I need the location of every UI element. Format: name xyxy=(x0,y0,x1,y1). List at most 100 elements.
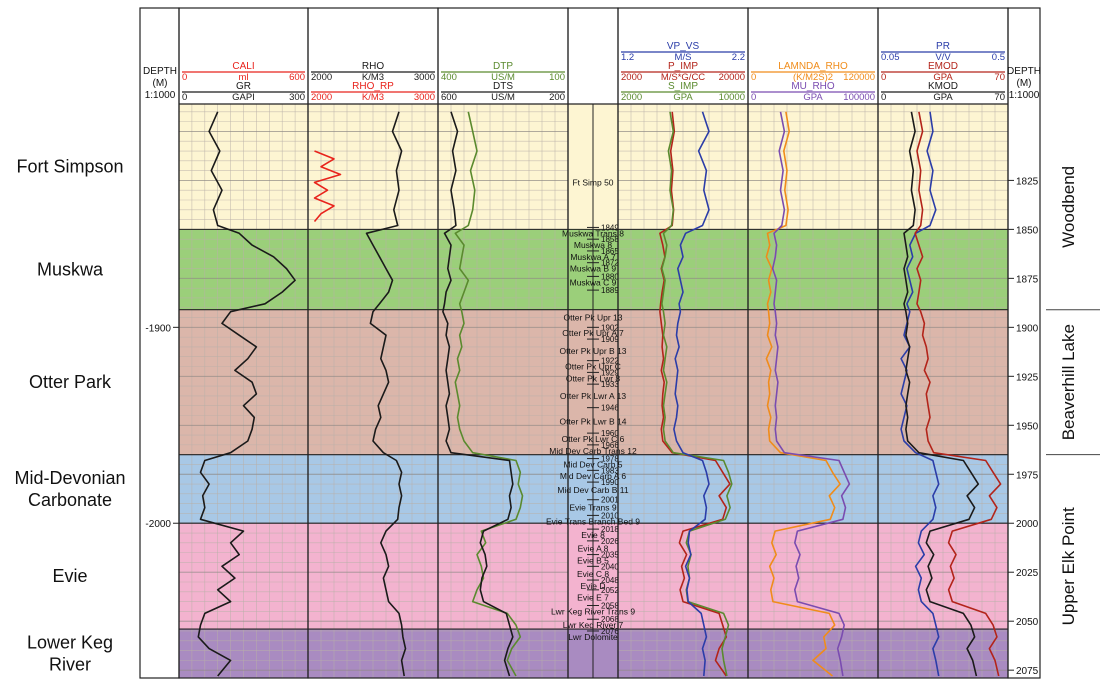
scale-unit: ml xyxy=(238,72,248,83)
scale-unit: GPA xyxy=(933,92,953,103)
scale-max: 100 xyxy=(549,72,565,83)
marker-depth-label: 2076 xyxy=(601,627,619,636)
marker-depth-label: 1889 xyxy=(601,286,619,295)
marker-label: Evie B 5 xyxy=(577,555,609,565)
scale-max: 600 xyxy=(289,72,305,83)
scale-max: 70 xyxy=(994,92,1005,103)
formation-label: Fort Simpson xyxy=(16,157,123,177)
marker-label: Otter Pk Lwr C 6 xyxy=(562,434,625,444)
formation-labels: Fort Simpson Muskwa Otter Park Mid-Devonian… xyxy=(14,157,1100,675)
formation-label-line: Otter Park xyxy=(29,372,112,392)
depth-unit: (M) xyxy=(1017,78,1032,89)
formation-label-line: Carbonate xyxy=(28,490,112,510)
scale-max: 3000 xyxy=(414,92,435,103)
curve-name: PR xyxy=(936,41,950,52)
scale-unit: GPA xyxy=(673,92,693,103)
marker-depth-label: 1902 xyxy=(601,323,619,332)
group-label: Beaverhill Lake xyxy=(1059,324,1078,440)
depth-tick-label: 2000 xyxy=(1016,519,1039,530)
curve-rho xyxy=(365,111,407,677)
scale-unit: GAPI xyxy=(232,92,255,103)
marker-depth-label: 1858 xyxy=(601,235,619,244)
curve-name: MU_RHO xyxy=(791,81,835,92)
depth-header: DEPTH xyxy=(1007,66,1041,77)
marker-label: Mid Dev Carb A 6 xyxy=(560,471,626,481)
track-frame xyxy=(139,7,1041,679)
marker-label: Otter Pk Lwr 8 xyxy=(566,373,621,383)
scale-min: 400 xyxy=(441,72,457,83)
formation-label-line: Fort Simpson xyxy=(16,157,123,177)
scale-unit: GPA xyxy=(803,92,823,103)
scale-unit: V/V xyxy=(935,52,951,63)
curve-rho-rp xyxy=(313,150,342,223)
curve-name: RHO xyxy=(362,61,384,72)
marker-depth-label: 2026 xyxy=(601,537,619,546)
marker-depth-label: 2035 xyxy=(601,551,619,560)
formation-label: Mid-Devonian Carbonate xyxy=(14,468,125,510)
marker-label: Otter Px Upr C xyxy=(565,362,621,372)
marker-depth-label: 1990 xyxy=(601,478,619,487)
depth-scale: 1:1000 xyxy=(1009,90,1040,101)
scale-min: 0 xyxy=(751,72,756,83)
marker-depth-label: 1983 xyxy=(601,466,619,475)
scale-min: 0 xyxy=(881,72,886,83)
group-label: Upper Elk Point xyxy=(1059,507,1078,625)
marker-label: Lwr Keg River 7 xyxy=(563,620,624,630)
scale-min: 2000 xyxy=(621,92,642,103)
depth-scale: 1:1000 xyxy=(145,90,176,101)
marker-depth-label: 1922 xyxy=(601,357,619,366)
formation-label-line: River xyxy=(49,655,91,675)
marker-label: Otter Pk Upr 13 xyxy=(563,313,622,323)
curve-name: RHO_RP xyxy=(352,81,394,92)
scale-unit: M/S xyxy=(675,52,692,63)
marker-label: Otter Pk Lwr A 13 xyxy=(560,391,626,401)
depth-tick-label: 2075 xyxy=(1016,666,1039,677)
curve-p-imp xyxy=(659,111,731,677)
curve-mu-rho xyxy=(771,111,851,677)
depth-unit: (M) xyxy=(153,78,168,89)
scale-max: 70 xyxy=(994,72,1005,83)
marker-label: Evie 8 xyxy=(581,530,605,540)
depth-tick-label: 1950 xyxy=(1016,421,1039,432)
scale-min: 600 xyxy=(441,92,457,103)
curve-name: GR xyxy=(236,81,251,92)
marker-label: Muskwa Trans 8 xyxy=(562,228,624,238)
marker-depth-label: 1929 xyxy=(601,368,619,377)
marker-depth-label: 1978 xyxy=(601,455,619,464)
marker-depth-label: 2001 xyxy=(601,496,619,505)
formation-label: Otter Park xyxy=(29,372,112,392)
curve-name: VP_VS xyxy=(667,41,700,52)
marker-depth-label: 2010 xyxy=(601,511,619,520)
depth-tick-label: 1975 xyxy=(1016,470,1039,481)
group-label: Woodbend xyxy=(1059,166,1078,248)
curve-name: CALI xyxy=(232,61,254,72)
marker-label: Muskwa C 9 xyxy=(570,277,617,287)
scale-unit: US/M xyxy=(491,92,515,103)
formation-label: Lower Keg River xyxy=(27,633,113,675)
scale-max: 200 xyxy=(549,92,565,103)
curve-dts xyxy=(442,111,514,677)
scale-max: 120000 xyxy=(843,72,875,83)
scale-min: 0 xyxy=(182,92,187,103)
marker-depth-label: 2068 xyxy=(601,615,619,624)
marker-depth-label: 2040 xyxy=(601,562,619,571)
curve-kmod xyxy=(903,111,980,677)
marker-label: Evie Trans Branch Bed 9 xyxy=(546,516,640,526)
depth-tick-label: 1925 xyxy=(1016,372,1039,383)
marker-label: Mid Dev Carb B 11 xyxy=(557,485,628,495)
curve-name: DTP xyxy=(493,61,513,72)
curve-name: LAMNDA_RHO xyxy=(778,61,848,72)
scale-min: 2000 xyxy=(311,92,332,103)
log-curves xyxy=(197,111,1002,677)
marker-depth-label: 1960 xyxy=(601,429,619,438)
depth-tick-label: 2025 xyxy=(1016,568,1039,579)
depth-tick-label: 2050 xyxy=(1016,617,1039,628)
scale-max: 3000 xyxy=(414,72,435,83)
scale-max: 100000 xyxy=(843,92,875,103)
curve-lamnda-rho xyxy=(765,111,841,677)
marker-label: Muskwa B 9 xyxy=(570,264,617,274)
depth-header: DEPTH xyxy=(143,66,177,77)
